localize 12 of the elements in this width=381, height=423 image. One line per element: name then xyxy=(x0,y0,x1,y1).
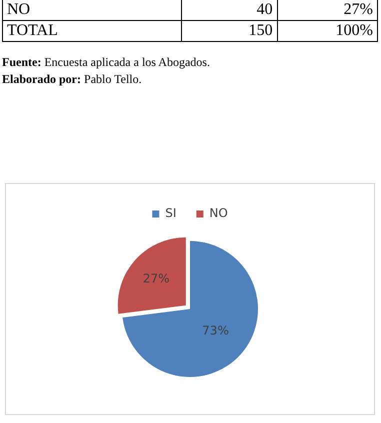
text: TOTAL xyxy=(2,20,182,42)
text: 40 xyxy=(181,0,278,20)
data-label: 73% xyxy=(202,324,229,338)
text: 27% xyxy=(277,0,378,20)
source-note: Fuente: Encuesta aplicada a los Abogados. xyxy=(2,55,210,70)
legend-label: NO xyxy=(209,206,228,220)
text: 100% xyxy=(277,20,378,42)
text: Elaborado por: Pablo Tello. xyxy=(2,72,142,87)
data-label: 27% xyxy=(142,271,170,286)
text: 150 xyxy=(181,20,278,42)
text: NO xyxy=(2,0,182,20)
legend-label: SI xyxy=(165,206,176,220)
